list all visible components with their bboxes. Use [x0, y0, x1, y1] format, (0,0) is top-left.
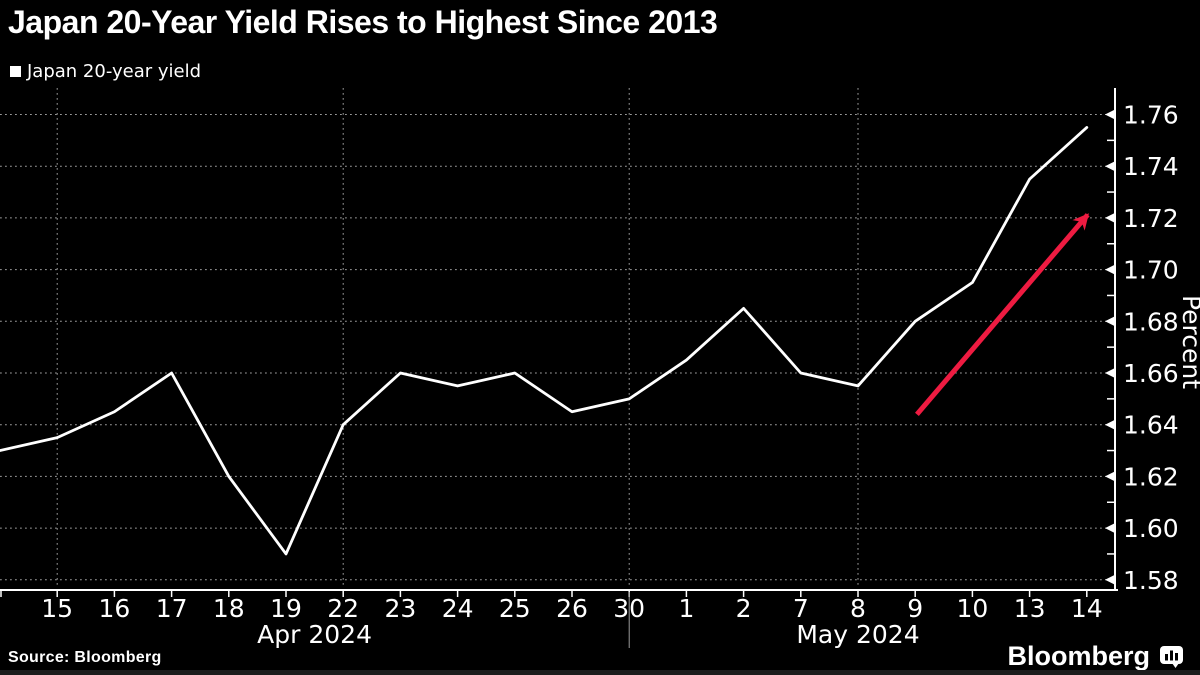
- y-major-tick: [1105, 471, 1115, 482]
- x-tick-label: 14: [1071, 594, 1103, 623]
- x-tick-label: 10: [956, 594, 988, 623]
- x-tick-label: 1: [678, 594, 694, 623]
- y-major-tick: [1105, 523, 1115, 534]
- y-major-tick: [1105, 419, 1115, 430]
- bottom-strip: [0, 670, 1200, 675]
- x-tick-label: 16: [98, 594, 130, 623]
- x-tick-label: 8: [850, 594, 866, 623]
- y-tick-label: 1.76: [1123, 101, 1179, 130]
- y-tick-label: 1.68: [1123, 307, 1179, 336]
- y-major-tick: [1105, 109, 1115, 120]
- x-tick-label: 23: [384, 594, 416, 623]
- y-major-tick: [1105, 574, 1115, 585]
- x-tick-label: 25: [499, 594, 531, 623]
- y-tick-label: 1.64: [1123, 411, 1179, 440]
- source-note: Source: Bloomberg: [8, 649, 162, 666]
- x-tick-label: 15: [41, 594, 73, 623]
- y-tick-label: 1.62: [1123, 462, 1179, 491]
- axis-ticks: [0, 109, 1115, 648]
- y-major-tick: [1105, 264, 1115, 275]
- y-major-tick: [1105, 316, 1115, 327]
- legend-swatch-icon: [10, 66, 21, 77]
- y-tick-label: 1.58: [1123, 566, 1179, 595]
- chart-title: Japan 20-Year Yield Rises to Highest Sin…: [8, 4, 718, 40]
- x-tick-label: 19: [270, 594, 302, 623]
- yield-series-line: [0, 126, 1089, 556]
- gridlines: [0, 88, 1112, 588]
- legend: Japan 20-year yield: [10, 61, 201, 82]
- x-tick-label: 18: [213, 594, 245, 623]
- axes: [0, 88, 1118, 591]
- x-tick-label: 24: [442, 594, 474, 623]
- x-tick-label: 17: [156, 594, 188, 623]
- x-tick-label: 2: [736, 594, 752, 623]
- x-tick-label: 13: [1014, 594, 1046, 623]
- bloomberg-logo-text: Bloomberg: [1007, 641, 1150, 671]
- x-tick-label: 22: [327, 594, 359, 623]
- y-axis-title: Percent: [1177, 295, 1200, 389]
- y-tick-label: 1.66: [1123, 359, 1179, 388]
- axis-labels: 1.58 1.60 1.62 1.64 1.66 1.68 1.70 1.72 1.74 1.76…: [41, 101, 1178, 650]
- bar-chart-bubble-icon: [1160, 645, 1183, 668]
- y-major-tick: [1105, 161, 1115, 172]
- bloomberg-logo: Bloomberg: [1007, 641, 1184, 672]
- month-label: May 2024: [796, 620, 919, 649]
- month-label: Apr 2024: [257, 620, 372, 649]
- x-tick-label: 30: [613, 594, 645, 623]
- x-tick-label: 7: [793, 594, 809, 623]
- y-tick-label: 1.72: [1123, 204, 1179, 233]
- x-tick-label: 26: [556, 594, 588, 623]
- y-major-tick: [1105, 368, 1115, 378]
- legend-label: Japan 20-year yield: [27, 61, 202, 82]
- y-tick-label: 1.74: [1123, 152, 1179, 181]
- trend-arrow: [915, 213, 1090, 416]
- y-major-tick: [1105, 212, 1115, 223]
- y-tick-label: 1.70: [1123, 256, 1179, 285]
- y-tick-label: 1.60: [1123, 514, 1179, 543]
- x-tick-label: 9: [907, 594, 923, 623]
